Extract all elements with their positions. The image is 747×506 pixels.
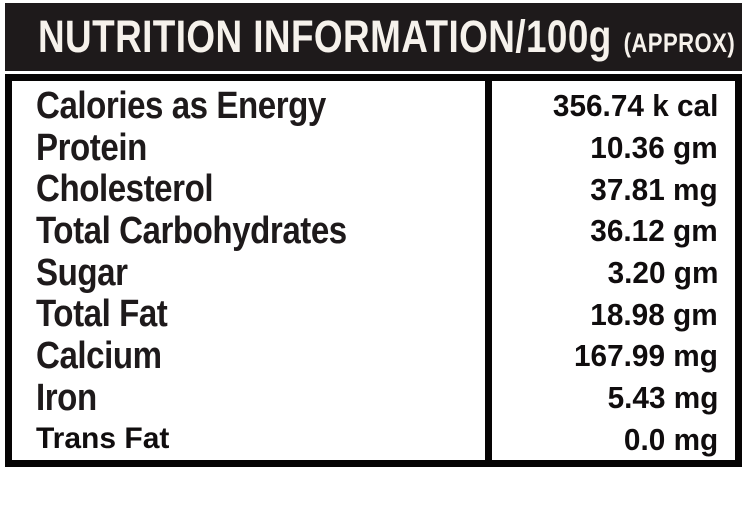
nutrient-value-cell: 18.98 gm	[492, 293, 735, 335]
nutrient-label-cell: Protein	[12, 127, 485, 169]
nutrient-label: Sugar	[36, 251, 128, 294]
nutrient-label: Calories as Energy	[36, 84, 326, 127]
column-divider	[485, 81, 492, 460]
nutrient-label-cell: Total Carbohydrates	[12, 210, 485, 252]
nutrient-value-cell: 0.0 mg	[492, 418, 735, 460]
nutrient-label: Protein	[36, 126, 147, 169]
table-row: Sugar 3.20 gm	[12, 252, 735, 294]
nutrient-value: 356.74 k cal	[552, 88, 718, 124]
nutrient-label-cell: Trans Fat	[12, 418, 485, 460]
nutrient-value: 10.36 gm	[590, 130, 718, 165]
nutrient-label: Trans Fat	[36, 422, 170, 456]
nutrient-value: 36.12 gm	[590, 213, 718, 249]
nutrient-value-cell: 37.81 mg	[492, 168, 735, 210]
table-row: Cholesterol 37.81 mg	[12, 168, 735, 210]
nutrition-table: Calories as Energy 356.74 k cal Protein …	[5, 74, 742, 467]
nutrient-label-cell: Calcium	[12, 335, 485, 377]
nutrient-label-cell: Cholesterol	[12, 168, 485, 210]
nutrient-value-cell: 356.74 k cal	[492, 85, 735, 127]
table-row: Calories as Energy 356.74 k cal	[12, 85, 735, 127]
nutrient-value: 0.0 mg	[623, 421, 718, 457]
table-row: Total Carbohydrates 36.12 gm	[12, 210, 735, 252]
table-row: Protein 10.36 gm	[12, 127, 735, 169]
header-title-group: NUTRITION INFORMATION/100g (APPROX)	[38, 11, 735, 63]
nutrient-label-cell: Sugar	[12, 252, 485, 294]
nutrient-value-cell: 36.12 gm	[492, 210, 735, 252]
table-row: Total Fat 18.98 gm	[12, 293, 735, 335]
nutrient-label-cell: Iron	[12, 377, 485, 419]
nutrient-value-cell: 5.43 mg	[492, 377, 735, 419]
nutrient-value: 5.43 mg	[607, 380, 718, 416]
table-row: Trans Fat 0.0 mg	[12, 418, 735, 460]
nutrient-value-cell: 10.36 gm	[492, 127, 735, 169]
nutrient-label-cell: Total Fat	[12, 293, 485, 335]
nutrient-value-cell: 167.99 mg	[492, 335, 735, 377]
nutrient-label: Total Fat	[36, 293, 168, 336]
nutrient-label-cell: Calories as Energy	[12, 85, 485, 127]
nutrient-value: 3.20 gm	[607, 255, 718, 291]
table-rows: Calories as Energy 356.74 k cal Protein …	[12, 81, 735, 460]
header-approx-note: (APPROX)	[623, 28, 736, 58]
nutrient-value: 167.99 mg	[574, 338, 718, 374]
nutrient-label: Calcium	[36, 334, 162, 377]
table-row: Iron 5.43 mg	[12, 377, 735, 419]
nutrition-header-bar: NUTRITION INFORMATION/100g (APPROX)	[5, 3, 742, 71]
nutrient-value-cell: 3.20 gm	[492, 252, 735, 294]
nutrient-value: 18.98 gm	[590, 296, 718, 332]
header-title: NUTRITION INFORMATION/100g	[38, 11, 612, 62]
nutrient-value: 37.81 mg	[590, 171, 718, 207]
nutrient-label: Cholesterol	[36, 168, 214, 211]
table-row: Calcium 167.99 mg	[12, 335, 735, 377]
nutrient-label: Iron	[36, 376, 97, 419]
nutrient-label: Total Carbohydrates	[36, 209, 347, 252]
